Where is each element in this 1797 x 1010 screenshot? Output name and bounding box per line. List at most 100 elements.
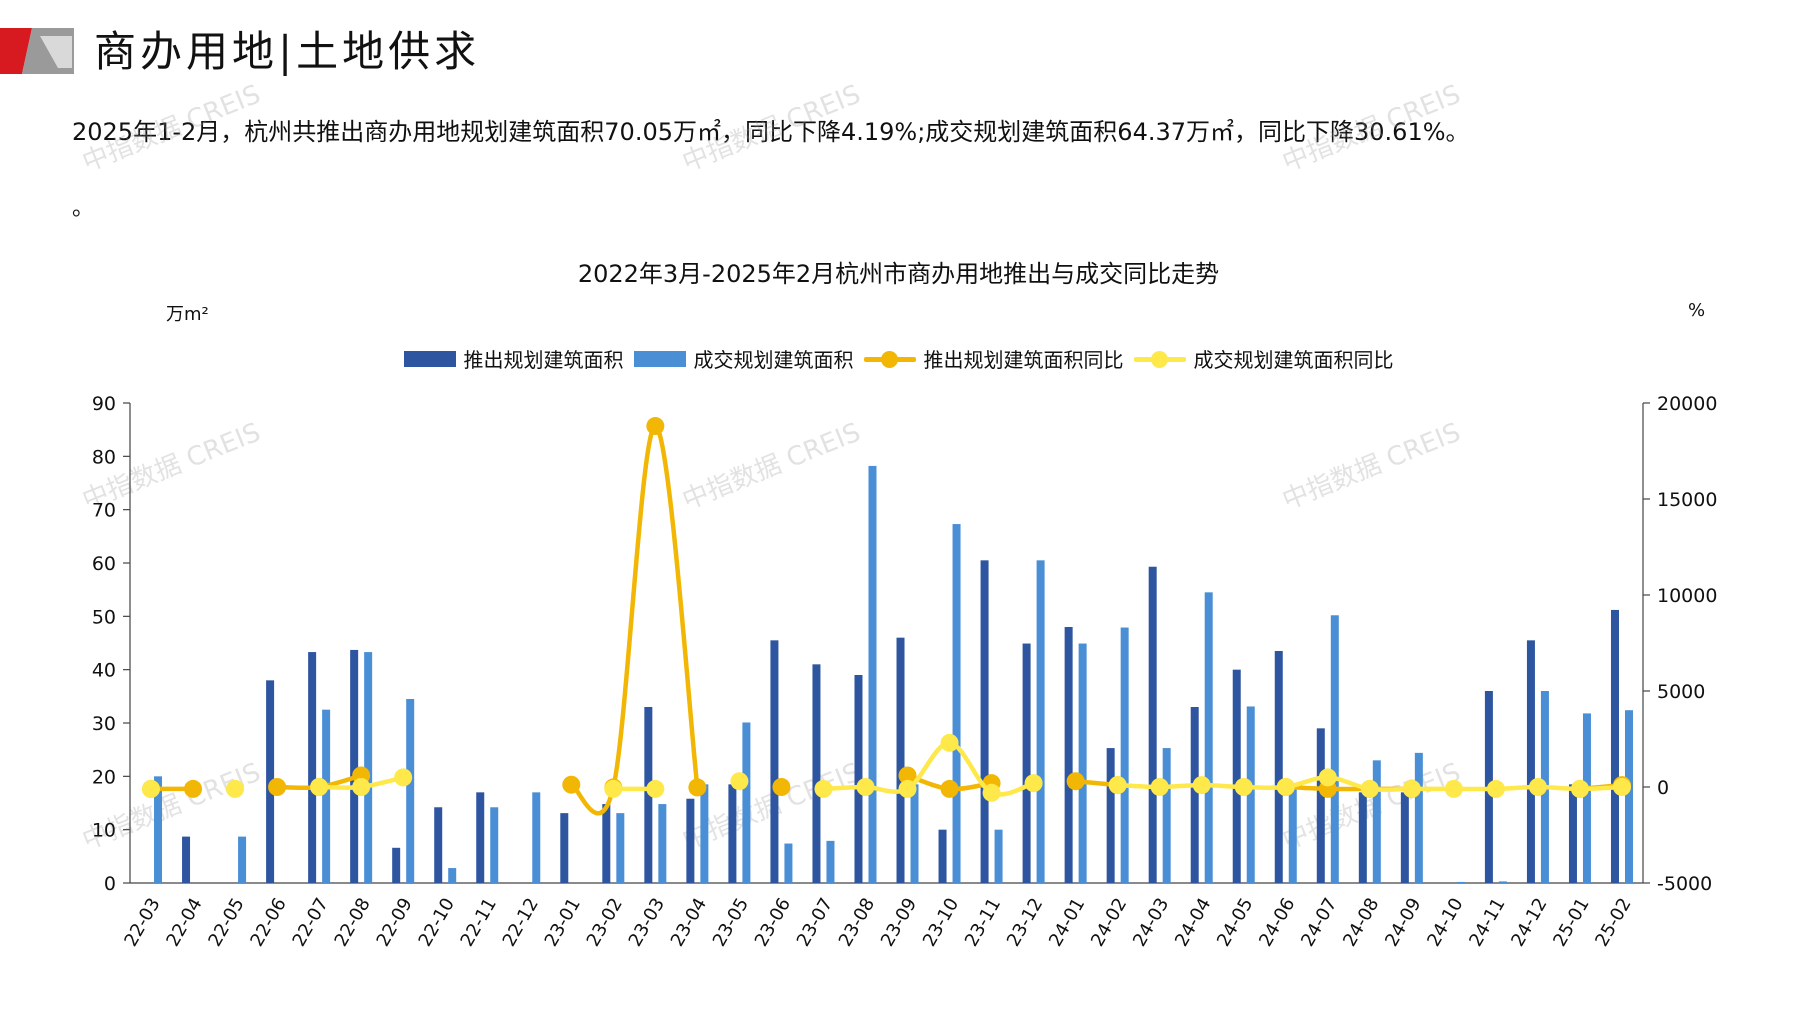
bar-launch-area (938, 829, 947, 883)
bar-deal-area (952, 524, 961, 883)
bar-launch-area (1022, 643, 1031, 883)
point-deal-yoy (1528, 778, 1547, 796)
point-launch-yoy (646, 417, 665, 436)
left-axis-tick-label: 50 (92, 606, 116, 628)
bar-launch-area (350, 649, 359, 883)
chart-legend: 推出规划建筑面积 成交规划建筑面积 推出规划建筑面积同比 成交规划建筑面积同比 (0, 344, 1797, 373)
bar-deal-area (1204, 592, 1213, 883)
bar-deal-area (1162, 748, 1171, 883)
bar-launch-area (392, 847, 401, 883)
x-axis-tick-label: 23-10 (919, 894, 963, 950)
point-launch-yoy (562, 775, 581, 794)
point-deal-yoy (940, 733, 959, 752)
x-axis-tick-label: 24-01 (1045, 894, 1089, 950)
point-deal-yoy (982, 783, 1001, 802)
legend-swatch-launch-bar (403, 350, 456, 367)
bar-deal-area (1414, 752, 1423, 883)
bar-launch-area (644, 707, 653, 883)
x-axis-tick-label: 25-01 (1549, 894, 1593, 950)
bar-deal-area (784, 843, 793, 883)
point-deal-yoy (1570, 779, 1589, 798)
right-axis-unit: % (1688, 300, 1706, 321)
x-axis-tick-label: 23-08 (835, 894, 879, 950)
period-mark: 。 (72, 196, 95, 221)
line-launch-yoy (570, 423, 700, 816)
bar-launch-area (602, 804, 611, 883)
bar-launch-area (1190, 707, 1199, 883)
bar-deal-area (448, 868, 457, 883)
bar-deal-area (532, 792, 541, 883)
bar-launch-area (1400, 792, 1409, 883)
bar-launch-area (560, 813, 569, 883)
bar-deal-area (868, 465, 877, 883)
point-deal-yoy (730, 772, 749, 791)
point-deal-yoy (1360, 779, 1379, 798)
left-axis-tick-label: 80 (92, 446, 116, 468)
bar-launch-area (1064, 627, 1073, 883)
point-deal-yoy (1318, 768, 1337, 787)
point-deal-yoy (898, 779, 917, 798)
bar-launch-area (812, 664, 821, 883)
point-launch-yoy (772, 778, 791, 796)
bar-launch-area (770, 640, 779, 883)
point-deal-yoy (1108, 776, 1127, 795)
point-deal-yoy (142, 779, 161, 798)
bar-deal-area (1456, 881, 1465, 883)
bar-launch-area (1274, 651, 1283, 883)
bar-deal-area (700, 784, 709, 883)
x-axis-tick-label: 23-04 (667, 894, 711, 950)
legend-swatch-deal-bar (633, 350, 686, 367)
left-axis-tick-label: 40 (92, 660, 116, 682)
bar-deal-area (1288, 787, 1297, 883)
legend-label: 成交规划建筑面积 (693, 348, 854, 372)
point-launch-yoy (940, 779, 959, 798)
legend-swatch-deal-line (1133, 350, 1186, 368)
bar-deal-area (742, 722, 751, 883)
point-deal-yoy (1444, 779, 1463, 798)
left-axis-tick-label: 60 (92, 553, 116, 575)
bar-launch-area (1358, 792, 1367, 883)
bar-launch-area (980, 560, 989, 883)
point-deal-yoy (1402, 779, 1421, 798)
point-launch-yoy (898, 766, 917, 785)
bar-launch-area (1106, 748, 1115, 883)
x-axis-tick-label: 22-05 (204, 894, 248, 950)
point-deal-yoy (604, 779, 623, 798)
left-axis-tick-label: 10 (92, 820, 116, 842)
point-deal-yoy (814, 779, 833, 798)
legend-item-deal-yoy: 成交规划建筑面积同比 (1133, 344, 1394, 373)
bar-deal-area (406, 699, 415, 883)
x-axis-tick-label: 23-03 (625, 894, 669, 950)
bar-deal-area (238, 836, 247, 883)
x-axis-tick-label: 22-06 (246, 894, 290, 950)
legend-item-launch-area: 推出规划建筑面积 (403, 344, 624, 373)
point-deal-yoy (1150, 778, 1169, 796)
x-axis-tick-label: 24-12 (1507, 894, 1551, 950)
bar-deal-area (1330, 615, 1339, 883)
right-axis-tick-label: -5000 (1657, 873, 1712, 895)
x-axis-tick-label: 24-03 (1129, 894, 1173, 950)
x-axis-tick-label: 23-05 (709, 894, 753, 950)
bar-deal-area (1120, 627, 1129, 883)
right-axis-tick-label: 5000 (1657, 681, 1705, 703)
x-axis-tick-label: 22-03 (120, 894, 164, 950)
x-axis-tick-label: 22-07 (288, 894, 332, 950)
bar-deal-area (616, 813, 625, 883)
bar-launch-area (854, 675, 863, 883)
x-axis-tick-label: 24-02 (1087, 894, 1131, 950)
x-axis-tick-label: 23-09 (877, 894, 921, 950)
legend-item-deal-area: 成交规划建筑面积 (633, 344, 854, 373)
point-deal-yoy (1024, 774, 1043, 793)
x-axis-tick-label: 22-12 (499, 894, 543, 950)
bar-deal-area (1246, 706, 1255, 883)
x-axis-tick-label: 22-04 (162, 894, 206, 950)
bar-launch-area (1148, 566, 1157, 883)
left-axis-unit: 万m² (166, 304, 209, 325)
point-deal-yoy (352, 778, 371, 796)
point-deal-yoy (856, 778, 875, 796)
bar-deal-area (322, 709, 331, 883)
point-deal-yoy (1192, 776, 1211, 795)
bar-deal-area (490, 807, 499, 883)
left-axis-tick-label: 90 (92, 393, 116, 415)
bar-deal-area (1624, 710, 1633, 883)
